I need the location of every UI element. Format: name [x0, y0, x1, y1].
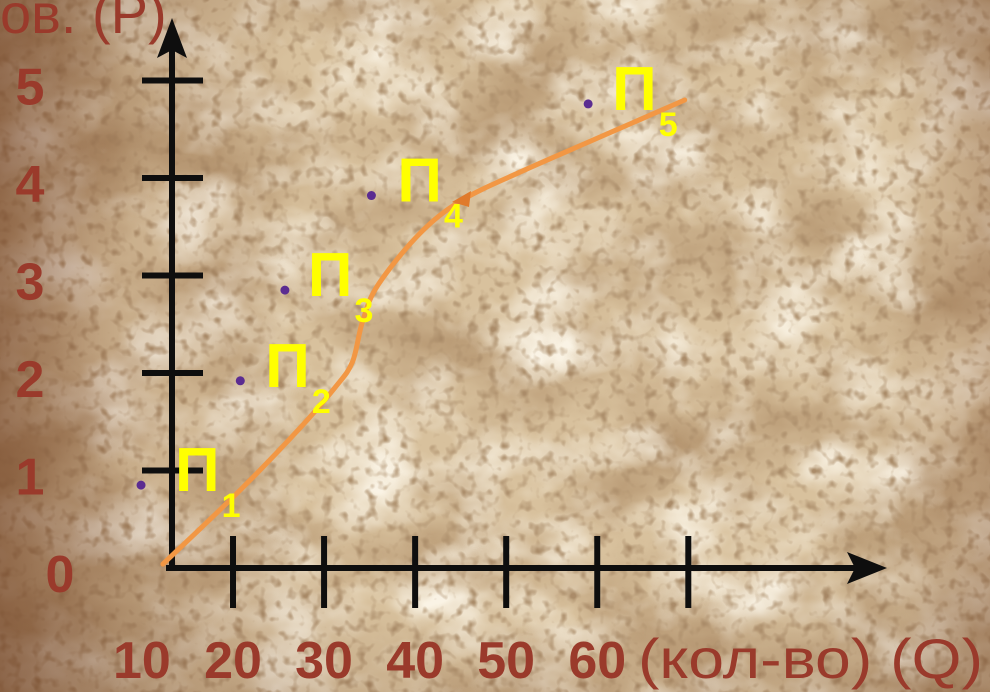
point-label-letter: П: [308, 241, 353, 310]
point-label: П2: [265, 332, 330, 421]
point-label-letter: П: [265, 332, 310, 401]
point-label: П1: [175, 436, 240, 525]
point-label-subscript: 2: [312, 383, 331, 421]
x-tick-label: 10: [113, 632, 171, 690]
supply-curve: [160, 97, 688, 567]
y-axis-arrow: [157, 18, 187, 58]
y-tick-label: 3: [16, 254, 45, 312]
point-label-subscript: 4: [444, 198, 463, 236]
point-marker: [235, 376, 245, 386]
point-label-subscript: 3: [354, 292, 373, 330]
point-marker: [583, 99, 593, 109]
y-ticks: [142, 77, 203, 474]
curve-arrow-marker: [452, 191, 471, 207]
x-tick-labels: 10 20 30 40 50 60: [113, 632, 626, 690]
y-tick-label: 2: [16, 351, 45, 409]
point-markers: [136, 99, 593, 490]
point-label: П4: [397, 147, 463, 236]
x-ticks: [230, 536, 692, 608]
point-label-subscript: 5: [659, 106, 678, 144]
axes: [142, 18, 887, 608]
y-tick-labels: 01 2 3 4 5: [16, 59, 75, 605]
point-marker: [366, 191, 376, 201]
y-tick-label: 0: [46, 546, 75, 604]
x-tick-label: 50: [477, 632, 535, 690]
point-label: П3: [308, 241, 373, 330]
x-tick-label: 40: [386, 632, 444, 690]
point-label-subscript: 1: [222, 487, 241, 525]
x-tick-label: 60: [568, 632, 626, 690]
x-axis-label: (кол-во) (Q): [638, 627, 983, 690]
point-label: П5: [612, 55, 677, 144]
point-label-letter: П: [175, 436, 220, 505]
point-label-letter: П: [397, 147, 442, 216]
point-marker: [136, 480, 146, 490]
point-label-letter: П: [612, 55, 657, 124]
y-axis-label: ов. (P): [0, 0, 167, 45]
x-axis-arrow: [847, 552, 887, 584]
x-tick-label: 30: [295, 632, 353, 690]
y-tick-label: 1: [16, 449, 45, 507]
x-tick-label: 20: [204, 632, 262, 690]
y-tick-label: 4: [16, 156, 45, 214]
y-tick-label: 5: [16, 59, 45, 117]
point-marker: [280, 285, 290, 295]
